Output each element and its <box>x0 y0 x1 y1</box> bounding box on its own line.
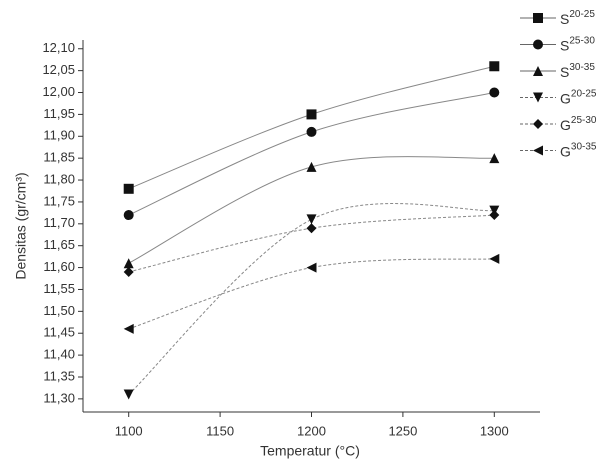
y-tick-label: 11,40 <box>43 347 75 362</box>
x-axis-label: Temperatur (°C) <box>260 443 360 459</box>
marker <box>123 210 134 221</box>
y-tick-label: 11,90 <box>43 128 75 143</box>
legend-label: S25-30 <box>560 35 595 53</box>
x-tick-label: 1300 <box>480 423 509 438</box>
marker <box>489 253 500 264</box>
legend-label: G30-35 <box>560 141 597 159</box>
marker <box>123 183 134 194</box>
legend-label: S20-25 <box>560 9 595 27</box>
y-tick-label: 11,80 <box>43 171 75 186</box>
y-tick-label: 12,10 <box>42 40 75 55</box>
marker <box>489 153 500 164</box>
y-tick-label: 11,75 <box>43 193 75 208</box>
x-tick-label: 1200 <box>297 423 326 438</box>
fit-curve <box>128 203 495 395</box>
marker <box>123 323 134 334</box>
x-tick-label: 1100 <box>115 423 143 438</box>
legend-marker <box>533 92 543 103</box>
y-tick-label: 11,50 <box>43 303 75 318</box>
marker <box>306 223 317 234</box>
legend-marker <box>533 119 543 129</box>
legend-label: G25-30 <box>560 115 597 133</box>
y-tick-label: 12,00 <box>42 84 75 99</box>
legend-marker <box>533 13 543 23</box>
y-tick-label: 11,70 <box>43 215 75 230</box>
legend-marker <box>533 145 543 156</box>
marker <box>489 210 500 221</box>
legend-marker <box>533 39 543 50</box>
marker <box>306 109 317 120</box>
y-tick-label: 11,30 <box>43 390 75 405</box>
marker <box>489 61 500 72</box>
marker <box>306 126 317 137</box>
legend-label: S30-35 <box>560 62 595 80</box>
y-tick-label: 11,45 <box>43 325 75 340</box>
y-tick-label: 12,05 <box>42 62 75 77</box>
legend-marker <box>533 66 543 76</box>
y-tick-label: 11,35 <box>43 368 75 383</box>
y-tick-label: 11,65 <box>43 237 75 252</box>
y-tick-label: 11,60 <box>43 259 75 274</box>
x-tick-label: 1150 <box>206 423 234 438</box>
legend-label: G20-25 <box>560 88 597 106</box>
marker <box>123 389 134 400</box>
marker <box>489 87 500 98</box>
marker <box>306 214 317 225</box>
fit-curve <box>128 156 495 264</box>
marker <box>123 266 134 277</box>
marker <box>306 262 317 273</box>
y-tick-label: 11,95 <box>43 106 75 121</box>
marker <box>306 161 317 172</box>
y-tick-label: 11,55 <box>43 281 75 296</box>
x-tick-label: 1250 <box>388 423 417 438</box>
y-axis-label: Densitas (gr/cm³) <box>13 172 29 279</box>
marker <box>123 258 134 269</box>
y-tick-label: 11,85 <box>43 150 75 165</box>
